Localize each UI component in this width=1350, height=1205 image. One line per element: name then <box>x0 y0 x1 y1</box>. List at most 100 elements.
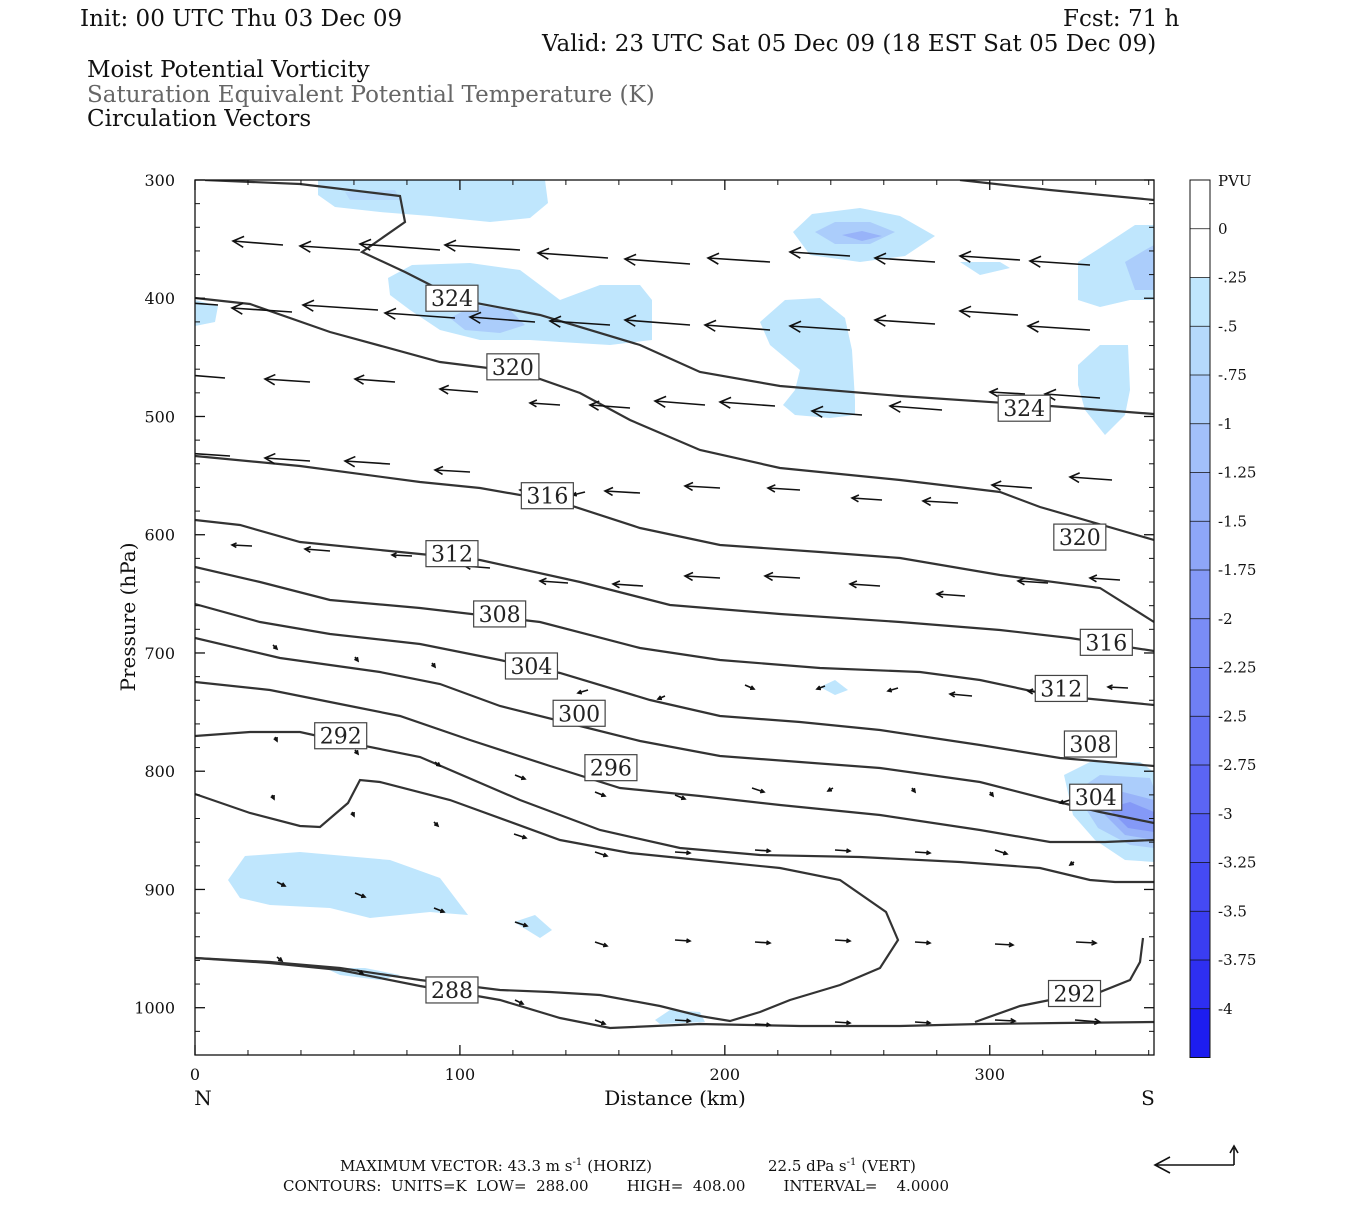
circulation-vector <box>468 311 536 324</box>
axes: 0 100 200 300 300 400 500 600 700 800 900 1000 <box>134 171 1154 1084</box>
circulation-vector <box>744 684 756 691</box>
colorbar-swatch <box>1190 862 1210 912</box>
contour-line <box>195 296 1154 542</box>
colorbar-level-label: -3.25 <box>1218 854 1256 872</box>
circulation-vector <box>434 761 442 768</box>
mpv-area <box>514 915 552 938</box>
circulation-vector <box>810 405 863 418</box>
contour-line <box>195 602 1154 768</box>
contour-line <box>195 454 1154 623</box>
circulation-vector <box>301 299 379 312</box>
circulation-vector <box>383 307 456 320</box>
contour-label-box <box>1063 730 1118 758</box>
contour-line <box>195 680 1154 844</box>
contour-line <box>195 565 1154 707</box>
circulation-vector <box>850 494 883 503</box>
circulation-vector <box>195 447 231 459</box>
mpv-area <box>388 263 652 345</box>
colorbar-swatch <box>1190 180 1210 229</box>
circulation-vector <box>886 687 899 693</box>
circulation-vector <box>298 240 361 253</box>
circulation-vector <box>514 774 527 781</box>
mpv-shading <box>195 180 1154 1024</box>
circulation-vector <box>594 941 609 948</box>
circulation-vector <box>935 590 966 599</box>
circulation-vector <box>1058 799 1071 805</box>
colorbar-swatch <box>1190 1008 1210 1058</box>
circulation-vector <box>1068 861 1075 867</box>
circulation-vector <box>433 907 446 914</box>
contour-label: 316 <box>1085 631 1127 656</box>
circulation-vector <box>195 374 226 379</box>
circulation-vector <box>815 685 826 691</box>
contour-line <box>959 180 1154 202</box>
vert-value-text: 22.5 dPa s <box>768 1157 847 1175</box>
circulation-vector <box>443 239 521 252</box>
circulation-vector <box>514 921 529 928</box>
circulation-vector <box>911 787 917 794</box>
circulation-vector <box>763 571 801 582</box>
circulation-vector <box>594 851 609 858</box>
vert-exponent: -1 <box>847 1157 857 1168</box>
circulation-vector <box>1075 939 1098 946</box>
circulation-vector <box>356 969 365 975</box>
circulation-vector <box>683 571 721 582</box>
colorbar-swatch <box>1190 667 1210 717</box>
contour-label-box <box>486 353 540 381</box>
circulation-vector <box>350 811 355 818</box>
contour-label-box <box>1047 979 1102 1008</box>
circulation-vector <box>536 247 609 260</box>
init-time: Init: 00 UTC Thu 03 Dec 09 <box>80 6 402 32</box>
circulation-vector <box>276 956 284 963</box>
contour-label: 324 <box>431 287 473 312</box>
colorbar-swatch <box>1190 570 1210 619</box>
circulation-vector <box>989 791 995 798</box>
contour-label: 288 <box>431 979 473 1004</box>
plot-frame <box>194 179 1155 1056</box>
circulation-vector <box>1043 388 1101 401</box>
circulation-vector <box>834 848 852 854</box>
circulation-vector <box>353 374 396 385</box>
colorbar-swatch <box>1190 765 1210 814</box>
contour-label-box <box>1079 628 1133 656</box>
vertical-vector-label: 22.5 dPa s-1 (VERT) <box>768 1157 916 1175</box>
north-end-label: N <box>194 1086 212 1110</box>
circulation-vector <box>674 850 692 856</box>
max-vector-horiz: (HORIZ) <box>587 1157 652 1175</box>
circulation-vector <box>848 580 881 589</box>
y-tick-label: 500 <box>144 407 175 426</box>
colorbar-unit: PVU <box>1218 172 1252 190</box>
circulation-vector <box>834 938 852 944</box>
colorbar-level-label: -2.75 <box>1218 756 1256 774</box>
mpv-area <box>195 300 218 326</box>
circulation-vector <box>990 480 1033 491</box>
contour-label: 292 <box>320 725 362 750</box>
circulation-vector <box>548 315 611 328</box>
circulation-vector <box>273 736 278 743</box>
circulation-vector <box>354 892 367 899</box>
circulation-vector <box>1028 255 1091 268</box>
circulation-vector <box>195 302 219 306</box>
circulation-vector <box>1106 684 1129 691</box>
x-tick-label: 300 <box>974 1065 1005 1084</box>
contour-label: 320 <box>492 356 534 381</box>
circulation-vector <box>674 794 687 801</box>
contour-line <box>195 636 1154 825</box>
circulation-vector <box>674 1018 692 1024</box>
contour-label: 312 <box>1040 677 1082 702</box>
circulation-vector <box>914 940 932 946</box>
mpv-area <box>1125 245 1154 290</box>
circulation-vector <box>263 373 311 386</box>
colorbar-swatch <box>1190 716 1210 765</box>
colorbar-level-label: -1 <box>1218 415 1233 433</box>
circulation-vector <box>754 940 772 946</box>
circulation-vector <box>195 241 196 242</box>
x-tick-label: 100 <box>445 1065 476 1084</box>
circulation-vector <box>653 395 706 408</box>
contour-info: CONTOURS: UNITS=K LOW= 288.00 HIGH= 408.… <box>283 1177 949 1195</box>
contour-label-box <box>520 482 574 510</box>
contour-label: 308 <box>479 603 521 628</box>
max-vector-text: MAXIMUM VECTOR: 43.3 m s <box>340 1157 572 1175</box>
colorbar-swatch <box>1190 813 1210 863</box>
